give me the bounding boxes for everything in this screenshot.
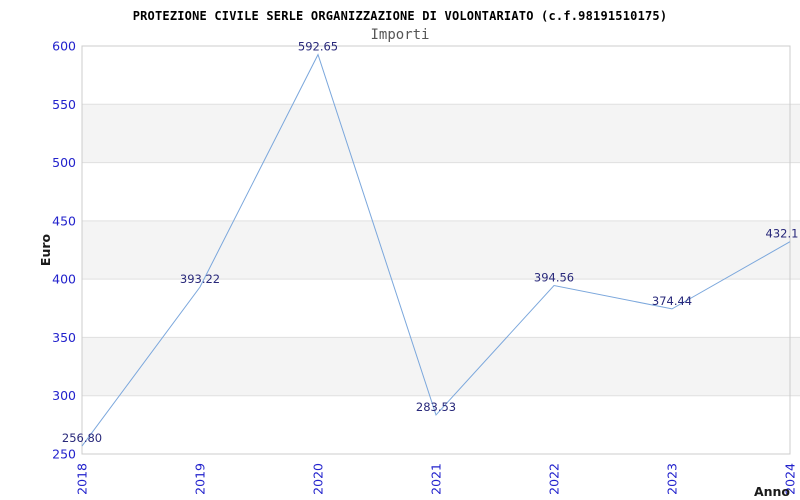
x-tick-label: 2019 — [193, 463, 208, 495]
y-tick-label: 300 — [52, 388, 76, 403]
y-tick-label: 450 — [52, 213, 76, 228]
y-axis-title: Euro — [38, 233, 53, 266]
point-label: 393.22 — [180, 272, 220, 286]
point-label: 394.56 — [534, 270, 574, 284]
y-tick-label: 400 — [52, 272, 76, 287]
x-tick-label: 2024 — [783, 463, 798, 495]
plot-band — [82, 220, 800, 280]
plot-band — [82, 104, 800, 163]
x-tick-label: 2022 — [547, 463, 562, 495]
chart-title: PROTEZIONE CIVILE SERLE ORGANIZZAZIONE D… — [133, 9, 668, 23]
x-tick-label: 2018 — [75, 463, 90, 495]
x-tick-label: 2021 — [429, 463, 444, 495]
point-label: 283.53 — [416, 400, 456, 414]
x-axis-title: Anno — [754, 484, 790, 499]
y-tick-label: 250 — [52, 447, 76, 462]
data-line — [81, 53, 791, 447]
plot-frame — [81, 45, 791, 455]
point-label: 432.1 — [766, 227, 799, 241]
point-label: 592.65 — [298, 40, 338, 54]
chart-subtitle: Importi — [370, 27, 429, 43]
point-label: 256.80 — [62, 431, 102, 445]
y-tick-label: 350 — [52, 330, 76, 345]
y-tick-label: 500 — [52, 155, 76, 170]
plot-area: 250 300 350 400 450 500 550 600 2018 2019 2020 2021… — [52, 39, 800, 495]
y-tick-label: 550 — [52, 97, 76, 112]
plot-band — [82, 337, 800, 396]
x-tick-label: 2023 — [665, 463, 680, 495]
x-tick-label: 2020 — [311, 463, 326, 495]
point-label: 374.44 — [652, 294, 692, 308]
y-tick-label: 600 — [52, 39, 76, 54]
